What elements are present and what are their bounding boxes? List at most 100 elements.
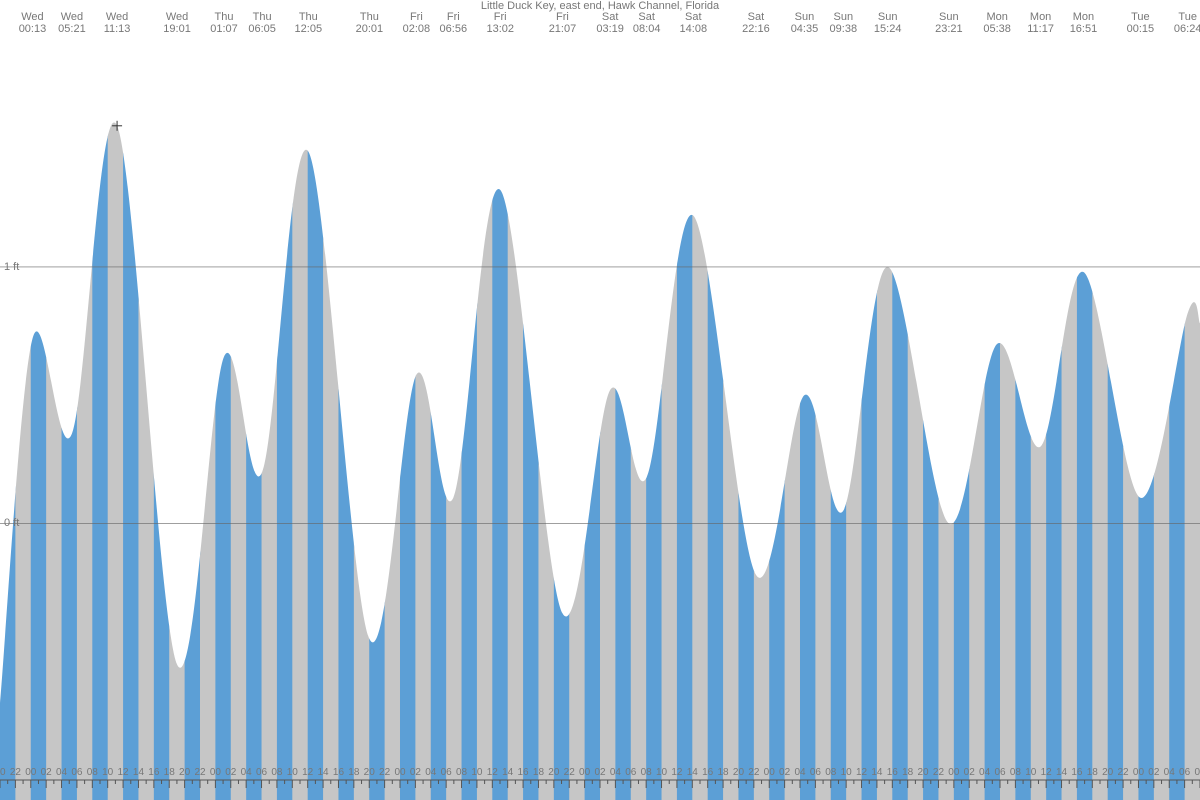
tide-event-time: 15:24 xyxy=(874,23,902,35)
x-axis-label: 04 xyxy=(1164,767,1175,778)
x-axis-label: 04 xyxy=(794,767,805,778)
x-axis-label: 18 xyxy=(533,767,544,778)
tide-event-label: Tue06:24 xyxy=(1174,11,1200,35)
tide-event-time: 05:38 xyxy=(983,23,1011,35)
tide-event-day: Sat xyxy=(633,11,661,23)
tide-event-label: Wed00:13 xyxy=(19,11,47,35)
x-axis-label: 06 xyxy=(625,767,636,778)
x-axis-label: 10 xyxy=(287,767,298,778)
x-axis-label: 16 xyxy=(887,767,898,778)
tide-event-day: Mon xyxy=(983,11,1011,23)
tide-event-time: 01:07 xyxy=(210,23,238,35)
x-axis-label: 08 xyxy=(456,767,467,778)
x-axis-label: 02 xyxy=(1148,767,1159,778)
tide-event-label: Wed19:01 xyxy=(163,11,191,35)
tide-event-label: Thu01:07 xyxy=(210,11,238,35)
tide-event-day: Wed xyxy=(58,11,86,23)
tide-area xyxy=(0,0,1200,800)
tide-event-label: Sun23:21 xyxy=(935,11,963,35)
x-axis-label: 00 xyxy=(210,767,221,778)
x-axis-label: 18 xyxy=(902,767,913,778)
x-axis-label: 06 xyxy=(71,767,82,778)
x-axis-label: 02 xyxy=(225,767,236,778)
tide-event-day: Sun xyxy=(874,11,902,23)
tide-event-time: 14:08 xyxy=(680,23,708,35)
x-axis-label: 10 xyxy=(471,767,482,778)
tide-event-label: Sat14:08 xyxy=(680,11,708,35)
tide-event-day: Sat xyxy=(596,11,624,23)
x-axis-label: 08 xyxy=(271,767,282,778)
tide-event-day: Thu xyxy=(248,11,276,23)
x-axis-label: 14 xyxy=(133,767,144,778)
x-axis-label: 22 xyxy=(194,767,205,778)
x-axis-label: 10 xyxy=(656,767,667,778)
tide-event-label: Fri06:56 xyxy=(440,11,468,35)
tide-event-day: Fri xyxy=(440,11,468,23)
tide-event-time: 16:51 xyxy=(1070,23,1098,35)
tide-event-day: Wed xyxy=(19,11,47,23)
x-axis-label: 12 xyxy=(1041,767,1052,778)
tide-event-label: Thu20:01 xyxy=(356,11,384,35)
x-axis-label: 20 xyxy=(179,767,190,778)
x-axis-label: 20 xyxy=(733,767,744,778)
x-axis-label: 16 xyxy=(148,767,159,778)
tide-event-day: Sun xyxy=(935,11,963,23)
x-axis-label: 08 xyxy=(1010,767,1021,778)
tide-event-label: Sun04:35 xyxy=(791,11,819,35)
tide-event-label: Mon16:51 xyxy=(1070,11,1098,35)
x-axis-label: 08 xyxy=(825,767,836,778)
tide-event-day: Sat xyxy=(742,11,770,23)
x-axis-label: 18 xyxy=(348,767,359,778)
tide-event-day: Mon xyxy=(1027,11,1054,23)
tide-event-time: 13:02 xyxy=(486,23,514,35)
tide-event-time: 09:38 xyxy=(830,23,858,35)
tide-event-time: 11:13 xyxy=(104,23,131,35)
x-axis-label: 20 xyxy=(918,767,929,778)
tide-event-time: 23:21 xyxy=(935,23,963,35)
x-axis-label: 04 xyxy=(56,767,67,778)
x-axis-label: 18 xyxy=(164,767,175,778)
x-axis-label: 10 xyxy=(102,767,113,778)
x-axis-label: 20 xyxy=(1102,767,1113,778)
tide-event-day: Fri xyxy=(549,11,577,23)
x-axis-label: 10 xyxy=(1025,767,1036,778)
x-axis-label: 14 xyxy=(871,767,882,778)
x-axis-label: 00 xyxy=(579,767,590,778)
x-axis-label: 02 xyxy=(41,767,52,778)
x-axis-label: 22 xyxy=(933,767,944,778)
tide-event-day: Thu xyxy=(210,11,238,23)
x-axis-label: 20 xyxy=(548,767,559,778)
x-axis-label: 16 xyxy=(1071,767,1082,778)
x-axis-label: 22 xyxy=(1118,767,1129,778)
x-axis-label: 06 xyxy=(810,767,821,778)
x-axis-label: 00 xyxy=(394,767,405,778)
x-axis-label: 22 xyxy=(748,767,759,778)
tide-event-time: 00:15 xyxy=(1127,23,1155,35)
tide-event-time: 19:01 xyxy=(163,23,191,35)
tide-event-label: Fri02:08 xyxy=(403,11,431,35)
x-axis-label: 12 xyxy=(302,767,313,778)
tide-event-day: Fri xyxy=(403,11,431,23)
tide-event-time: 22:16 xyxy=(742,23,770,35)
x-axis-label: 22 xyxy=(564,767,575,778)
x-axis-label: 00 xyxy=(25,767,36,778)
x-axis-label: 20 xyxy=(364,767,375,778)
tide-event-time: 03:19 xyxy=(596,23,624,35)
y-axis-label: 0 ft xyxy=(4,517,19,529)
tide-event-time: 06:05 xyxy=(248,23,276,35)
x-axis-label: 06 xyxy=(1179,767,1190,778)
x-axis-label: 18 xyxy=(1087,767,1098,778)
tide-event-day: Fri xyxy=(486,11,514,23)
tide-event-time: 04:35 xyxy=(791,23,819,35)
x-axis-label: 06 xyxy=(256,767,267,778)
x-axis-label: 00 xyxy=(1133,767,1144,778)
tide-event-label: Wed05:21 xyxy=(58,11,86,35)
tide-event-time: 06:24 xyxy=(1174,23,1200,35)
tide-event-time: 11:17 xyxy=(1027,23,1054,35)
x-axis-label: 04 xyxy=(979,767,990,778)
tide-event-time: 20:01 xyxy=(356,23,384,35)
tide-chart: Little Duck Key, east end, Hawk Channel,… xyxy=(0,0,1200,800)
x-axis-label: 00 xyxy=(948,767,959,778)
x-axis-label: 12 xyxy=(118,767,129,778)
tide-event-day: Tue xyxy=(1174,11,1200,23)
